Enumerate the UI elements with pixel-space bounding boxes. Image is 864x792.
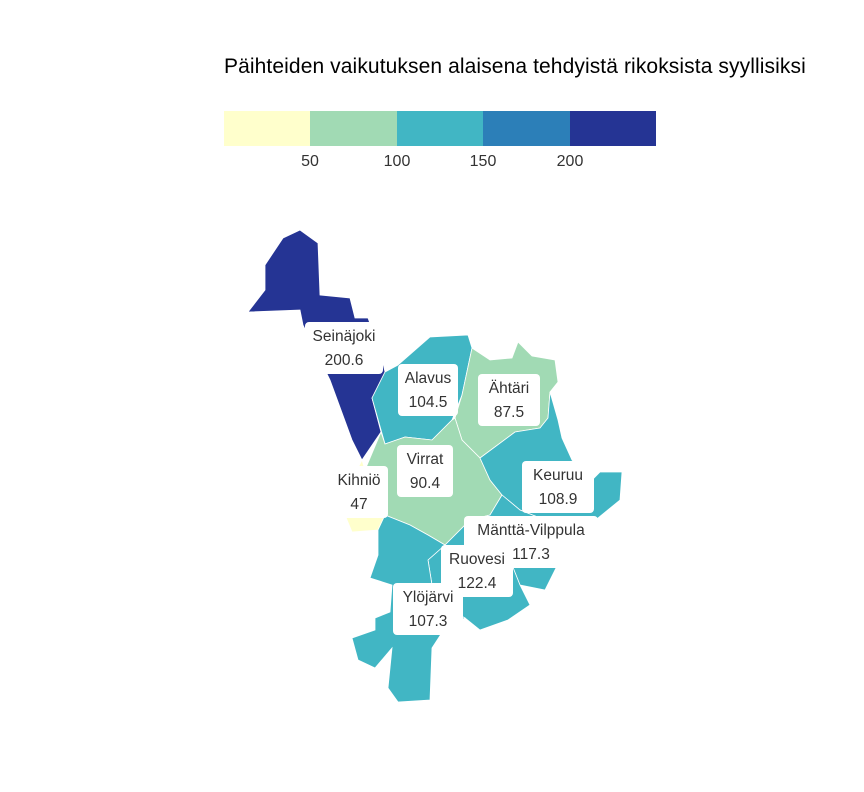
legend-tick-100: 100	[383, 153, 411, 170]
legend-swatch-5	[569, 111, 656, 146]
label-box-ahtari	[478, 374, 540, 426]
label-name-virrat: Virrat	[407, 451, 444, 468]
label-name-mantta-vilppula: Mänttä-Vilppula	[477, 522, 585, 539]
label-box-ylojarvi	[393, 583, 463, 635]
label-box-kihnio	[330, 466, 388, 518]
label-name-ylojarvi: Ylöjärvi	[403, 589, 454, 606]
label-name-seinajoki: Seinäjoki	[313, 328, 376, 345]
legend-tick-150: 150	[469, 153, 497, 170]
legend-swatch-2	[310, 111, 397, 146]
legend-swatch-1	[224, 111, 311, 146]
legend-swatch-3	[396, 111, 484, 146]
label-value-seinajoki: 200.6	[325, 352, 364, 369]
label-name-keuruu: Keuruu	[533, 467, 583, 484]
label-name-ahtari: Ähtäri	[489, 380, 530, 397]
label-value-ylojarvi: 107.3	[409, 613, 448, 630]
label-value-ruovesi: 122.4	[458, 575, 497, 592]
label-value-keuruu: 108.9	[539, 491, 578, 508]
label-value-kihnio: 47	[350, 496, 367, 513]
label-value-alavus: 104.5	[409, 394, 448, 411]
legend-swatch-4	[483, 111, 570, 146]
label-value-virrat: 90.4	[410, 475, 441, 492]
label-box-keuruu	[522, 461, 594, 513]
label-box-alavus	[398, 364, 458, 416]
color-legend	[224, 111, 656, 146]
label-name-kihnio: Kihniö	[337, 472, 380, 489]
label-name-alavus: Alavus	[405, 370, 452, 387]
legend-tick-50: 50	[301, 153, 319, 170]
legend-tick-200: 200	[556, 153, 584, 170]
label-name-ruovesi: Ruovesi	[449, 551, 505, 568]
label-value-mantta-vilppula: 117.3	[512, 546, 550, 563]
label-box-seinajoki	[305, 322, 383, 374]
map-title: Päihteiden vaikutuksen alaisena tehdyist…	[224, 55, 806, 78]
label-value-ahtari: 87.5	[494, 404, 524, 421]
label-box-virrat	[397, 445, 453, 497]
